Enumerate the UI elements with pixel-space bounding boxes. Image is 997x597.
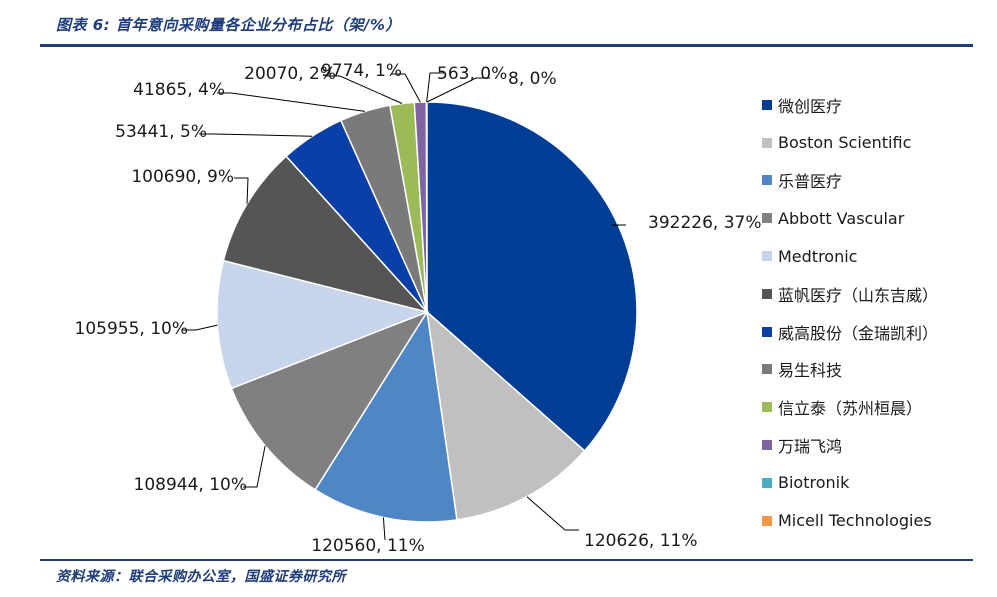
legend-swatch: [762, 99, 772, 110]
legend-item-8: 易生科技: [762, 351, 938, 389]
legend-item-6: 蓝帆医疗（山东吉威）: [762, 275, 938, 313]
legend-swatch: [762, 477, 772, 488]
pie-slice-2: [425, 310, 586, 521]
leader-line-7: [199, 133, 313, 137]
chart-legend: 微创医疗 Boston Scientific 乐普医疗 Abbott Vascular…: [762, 86, 938, 540]
legend-item-4: Abbott Vascular: [762, 199, 938, 237]
legend-item-2: Boston Scientific: [762, 124, 938, 162]
legend-item-12: Micell Technologies: [762, 502, 938, 540]
legend-swatch: [762, 288, 772, 299]
legend-label: Medtronic: [778, 246, 858, 266]
leader-line-8: [217, 92, 365, 112]
legend-label: Abbott Vascular: [778, 208, 905, 228]
leader-line-11: [426, 72, 444, 103]
data-label-9: 20070, 2%: [244, 64, 336, 84]
leader-line-12: [426, 77, 490, 103]
leader-line-1: [611, 224, 626, 227]
top-divider: [40, 44, 973, 47]
legend-swatch: [762, 326, 772, 337]
legend-swatch: [762, 213, 772, 224]
legend-swatch: [762, 440, 772, 451]
legend-item-1: 微创医疗: [762, 86, 938, 124]
legend-label: 万瑞飞鸿: [778, 437, 843, 457]
pie-slice-6: [222, 155, 430, 314]
data-label-1: 392226, 37%: [648, 213, 762, 233]
legend-label: 乐普医疗: [778, 172, 843, 192]
data-label-12: 8, 0%: [508, 69, 557, 89]
legend-swatch: [762, 515, 772, 526]
pie-slice-5: [216, 259, 430, 390]
data-label-7: 53441, 5%: [115, 122, 207, 142]
legend-swatch: [762, 364, 772, 375]
legend-swatch: [762, 137, 772, 148]
legend-label: 易生科技: [778, 361, 843, 381]
pie-slice-3: [314, 309, 458, 523]
data-label-3: 120560, 11%: [311, 536, 425, 556]
legend-item-11: Biotronik: [762, 464, 938, 502]
data-label-6: 100690, 9%: [131, 167, 234, 187]
data-label-8: 41865, 4%: [133, 80, 225, 100]
legend-item-7: 威高股份（金瑞凯利）: [762, 313, 938, 351]
legend-swatch: [762, 251, 772, 262]
legend-swatch: [762, 175, 772, 186]
legend-swatch: [762, 402, 772, 413]
legend-label: Boston Scientific: [778, 133, 912, 153]
data-label-10: 9774, 1%: [321, 61, 402, 81]
source-note: 资料来源：联合采购办公室，国盛证券研究所: [56, 569, 346, 585]
leader-line-2: [526, 496, 579, 531]
bottom-divider: [40, 559, 973, 561]
legend-label: 蓝帆医疗（山东吉威）: [778, 285, 939, 305]
leader-line-5: [182, 324, 218, 331]
data-label-11: 563, 0%: [437, 64, 507, 84]
legend-label: Biotronik: [778, 473, 850, 493]
legend-label: 威高股份（金瑞凯利）: [778, 323, 939, 343]
leader-line-3: [382, 517, 386, 541]
data-label-2: 120626, 11%: [584, 531, 698, 551]
legend-item-3: 乐普医疗: [762, 162, 938, 200]
legend-label: Micell Technologies: [778, 511, 932, 531]
data-label-4: 108944, 10%: [134, 475, 248, 495]
leader-line-4: [243, 445, 266, 488]
legend-item-5: Medtronic: [762, 237, 938, 275]
legend-label: 微创医疗: [778, 96, 843, 116]
leader-line-6: [234, 177, 249, 204]
legend-label: 信立泰（苏州桓晨）: [778, 399, 923, 419]
leader-line-10: [391, 73, 421, 103]
figure-title: 图表 6: 首年意向采购量各企业分布占比（架/%）: [56, 16, 401, 34]
legend-item-10: 万瑞飞鸿: [762, 426, 938, 464]
legend-item-9: 信立泰（苏州桓晨）: [762, 388, 938, 426]
pie-slice-1: [426, 101, 638, 452]
leader-line-9: [326, 75, 403, 104]
data-label-5: 105955, 10%: [75, 319, 189, 339]
